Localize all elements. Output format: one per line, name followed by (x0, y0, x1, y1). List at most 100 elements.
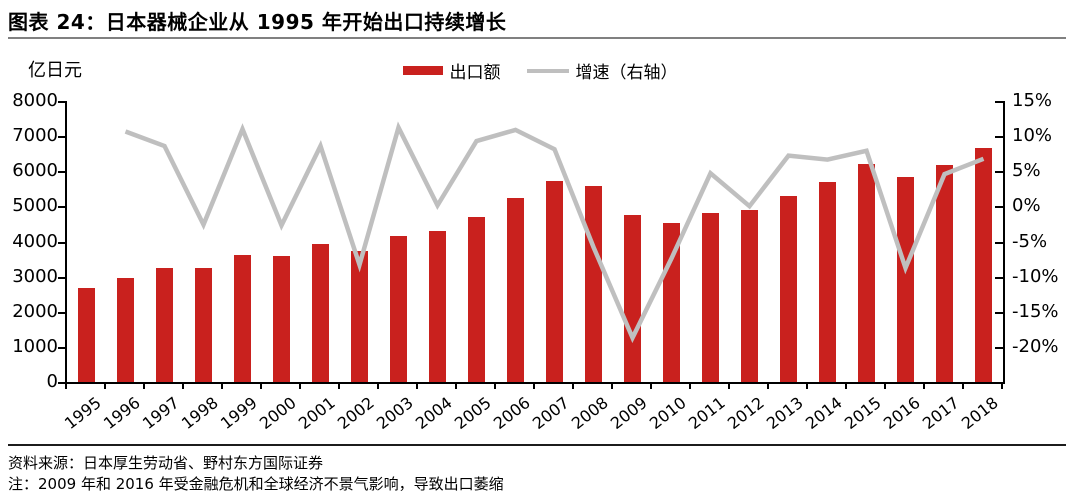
y-axis-right-tick (995, 346, 1003, 349)
bar-2015 (858, 164, 875, 382)
x-axis-tick (221, 384, 223, 389)
y-axis-right-tick (995, 276, 1003, 279)
x-axis-tick (455, 384, 457, 389)
x-axis-tick (143, 384, 145, 389)
bar-2017 (936, 164, 953, 382)
x-axis-tick (260, 384, 262, 389)
x-axis-tick (572, 384, 574, 389)
chart-legend: 出口额 增速（右轴） (0, 58, 1080, 83)
x-axis-tick (689, 384, 691, 389)
y-axis-right-tick (995, 311, 1003, 314)
legend-bar-label: 出口额 (449, 63, 501, 83)
bar-2005 (468, 217, 485, 382)
footer-rule (8, 444, 1066, 446)
x-axis-line (65, 382, 1005, 384)
x-axis-tick (182, 384, 184, 389)
y-axis-right-tick (995, 101, 1003, 103)
title-rule (8, 37, 1066, 39)
x-axis-tick (611, 384, 613, 389)
bar-2007 (546, 180, 563, 382)
y-axis-right-line (1003, 101, 1005, 384)
y-axis-left-label: 8000 (12, 90, 58, 111)
figure-title: 图表 24：日本器械企业从 1995 年开始出口持续增长 (8, 10, 507, 34)
y-axis-left-tick (58, 101, 65, 103)
x-axis-tick (416, 384, 418, 389)
bar-2013 (780, 196, 797, 382)
bar-1999 (234, 254, 251, 382)
y-axis-left-tick (58, 171, 65, 174)
legend-item-exports: 出口额 (402, 58, 501, 83)
bar-2009 (624, 214, 641, 382)
bar-2000 (273, 255, 290, 382)
x-axis-tick (494, 384, 496, 389)
y-axis-left-label: 0 (46, 371, 58, 392)
y-axis-right-label: 15% (1012, 90, 1053, 111)
y-axis-right-label: -10% (1012, 265, 1059, 287)
x-axis-tick (962, 384, 964, 389)
y-axis-left-label: 2000 (12, 300, 58, 322)
legend-line-label: 增速（右轴） (575, 63, 678, 83)
x-axis-tick (338, 384, 340, 389)
y-axis-left-label: 4000 (12, 230, 58, 252)
x-axis-tick (845, 384, 847, 389)
y-axis-right-label: 0% (1012, 195, 1041, 217)
growth-line (124, 121, 985, 344)
x-axis-tick (767, 384, 769, 389)
y-axis-left-tick (58, 311, 65, 314)
x-axis-tick (377, 384, 379, 389)
x-axis-tick (884, 384, 886, 389)
x-axis-tick (728, 384, 730, 389)
bar-2016 (897, 177, 914, 382)
y-axis-right-tick (995, 171, 1003, 174)
y-axis-left-line (65, 101, 67, 384)
growth-line-svg (124, 121, 985, 344)
x-axis-tick (65, 384, 67, 389)
x-axis-tick (923, 384, 925, 389)
bar-2014 (819, 181, 836, 382)
bar-2012 (741, 209, 758, 382)
bar-2018 (975, 148, 992, 382)
legend-line-swatch (526, 68, 569, 73)
x-axis-tick (650, 384, 652, 389)
x-axis-tick (299, 384, 301, 389)
bar-2006 (507, 197, 524, 382)
y-axis-right-tick (995, 241, 1003, 244)
bar-2001 (312, 243, 329, 382)
y-axis-left-tick (58, 346, 65, 349)
bar-1997 (156, 267, 173, 382)
bar-1996 (117, 277, 134, 382)
y-axis-left-label: 5000 (12, 195, 58, 217)
y-axis-left-label: 3000 (12, 265, 58, 287)
y-axis-left-label: 1000 (12, 335, 58, 357)
y-axis-right-label: 5% (1012, 160, 1041, 182)
y-axis-left-label: 6000 (12, 160, 58, 182)
bar-1995 (78, 288, 95, 382)
legend-item-growth: 增速（右轴） (526, 58, 678, 83)
y-axis-left-tick (58, 206, 65, 209)
legend-bar-swatch (402, 66, 443, 75)
y-axis-right-tick (995, 136, 1003, 139)
source-line: 资料来源：日本厚生劳动省、野村东方国际证券 (8, 454, 324, 472)
bar-1998 (195, 268, 212, 382)
x-axis-tick (1001, 384, 1003, 389)
y-axis-left-tick (58, 136, 65, 139)
y-axis-right-label: 10% (1012, 125, 1053, 147)
x-axis-tick (104, 384, 106, 389)
y-axis-right-label: -5% (1012, 230, 1048, 252)
y-axis-right-label: -15% (1012, 300, 1059, 322)
bar-2011 (702, 213, 719, 382)
plot-area (67, 101, 1003, 382)
y-axis-left-label: 7000 (12, 125, 58, 147)
y-axis-left-tick (58, 241, 65, 244)
y-axis-left-tick (58, 382, 65, 384)
y-axis-left-tick (58, 276, 65, 279)
x-axis-tick (533, 384, 535, 389)
footnote-line: 注：2009 年和 2016 年受金融危机和全球经济不景气影响，导致出口萎缩 (8, 475, 504, 493)
bar-2002 (351, 250, 368, 382)
y-axis-right-tick (995, 206, 1003, 209)
x-axis-tick (806, 384, 808, 389)
bar-2004 (429, 231, 446, 382)
bar-2003 (390, 235, 407, 382)
left-axis-unit-label: 亿日元 (28, 60, 82, 81)
